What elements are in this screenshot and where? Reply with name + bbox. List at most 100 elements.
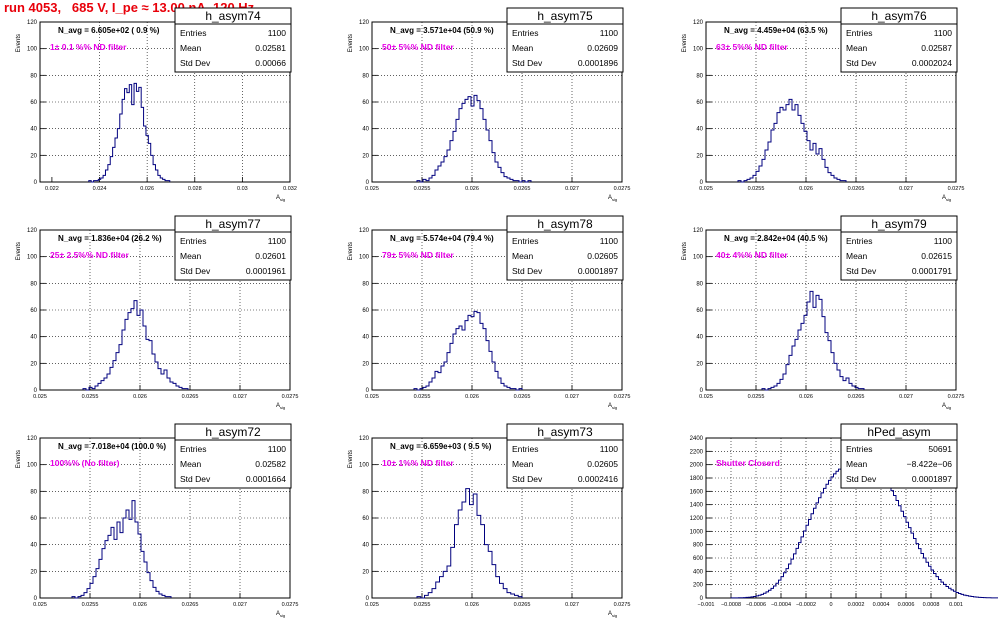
y-tick-label: 20: [696, 361, 703, 367]
x-tick-label: 0.0275: [614, 394, 631, 400]
x-tick-label: 0.026: [133, 394, 147, 400]
x-tick-label: 0.0275: [948, 186, 965, 192]
x-tick-label: 0.032: [283, 186, 297, 192]
y-tick-label: 120: [359, 228, 370, 234]
y-tick-label: 40: [30, 335, 37, 341]
stat-value-stddev: 0.0001791: [912, 266, 952, 276]
stat-label-mean: Mean: [512, 459, 534, 469]
stat-label-stddev: Std Dev: [512, 266, 543, 276]
navg-annotation: N_avg = 3.571e+04 (50.9 %): [390, 26, 494, 35]
y-tick-label: 1600: [690, 489, 704, 495]
y-tick-label: 80: [362, 73, 369, 79]
x-axis-title: Asig: [276, 403, 285, 410]
navg-annotation: N_avg = 4.459e+04 (63.5 %): [724, 26, 828, 35]
stat-value-entries: 1100: [268, 444, 287, 454]
x-tick-label: −0.001: [698, 602, 715, 608]
stat-value-entries: 1100: [268, 236, 287, 246]
stat-label-mean: Mean: [180, 459, 202, 469]
y-tick-label: 100: [27, 255, 38, 261]
x-axis-title-main: A: [942, 403, 946, 409]
x-tick-label: 0.0265: [514, 394, 531, 400]
y-tick-label: 2200: [690, 449, 704, 455]
x-axis-title-subscript: sig: [946, 405, 951, 410]
y-tick-label: 80: [30, 489, 37, 495]
x-axis-title-subscript: sig: [612, 405, 617, 410]
x-tick-label: 0.0255: [414, 186, 431, 192]
y-tick-label: 20: [362, 361, 369, 367]
x-axis-title: Asig: [276, 195, 285, 202]
y-tick-label: 20: [30, 361, 37, 367]
y-tick-label: 1400: [690, 503, 704, 509]
stat-value-mean: 0.02587: [921, 43, 952, 53]
histogram-line: [88, 82, 171, 183]
filter-annotation: 40± 4%% ND filter: [716, 250, 788, 260]
x-tick-label: 0.03: [237, 186, 248, 192]
x-tick-label: 0.0002: [848, 602, 865, 608]
stat-label-stddev: Std Dev: [512, 474, 543, 484]
x-axis-title: Asig: [942, 403, 951, 410]
histogram-name: h_asym76: [871, 9, 927, 23]
histogram-name: h_asym75: [537, 9, 593, 23]
x-axis-title: Asig: [276, 611, 285, 618]
histogram-panel-hPed_asym: 0 200 400 600 800 1000 1200 1400 1600 1800 2000 220…: [690, 423, 998, 608]
stat-label-stddev: Std Dev: [846, 266, 877, 276]
histogram-line: [413, 310, 523, 391]
stat-label-entries: Entries: [180, 28, 206, 38]
x-tick-label: 0.0265: [182, 394, 199, 400]
stat-value-mean: 0.02605: [587, 251, 618, 261]
y-tick-label: 40: [696, 335, 703, 341]
navg-annotation: N_avg = 5.574e+04 (79.4 %): [390, 234, 494, 243]
x-tick-label: 0.027: [565, 186, 579, 192]
x-tick-label: 0.0265: [848, 394, 865, 400]
x-tick-label: 0.0255: [748, 394, 765, 400]
y-tick-label: 0: [34, 180, 38, 186]
stat-value-mean: 0.02615: [921, 251, 952, 261]
x-axis-title-main: A: [276, 195, 280, 201]
stats-box: [174, 215, 292, 281]
stat-value-stddev: 0.0001897: [912, 474, 952, 484]
stats-box: [174, 423, 292, 489]
x-tick-label: 0.025: [365, 602, 379, 608]
x-axis-title-subscript: sig: [280, 405, 285, 410]
y-axis-title: Events: [682, 242, 688, 260]
stat-label-mean: Mean: [512, 43, 534, 53]
x-axis-title: Asig: [608, 403, 617, 410]
y-tick-label: 120: [27, 228, 38, 234]
y-tick-label: 200: [693, 583, 704, 589]
x-tick-label: 0.0265: [514, 602, 531, 608]
x-axis-title-main: A: [608, 611, 612, 617]
x-tick-label: 0.0275: [614, 602, 631, 608]
y-axis-title: Events: [348, 450, 354, 468]
y-tick-label: 0: [366, 180, 370, 186]
histogram-panel-h_asym73: 0 20 40 60 80 100 120 0.025 0.0255 0.026 0.0265 0.0…: [348, 423, 631, 618]
stat-label-stddev: Std Dev: [180, 474, 211, 484]
y-tick-label: 120: [27, 436, 38, 442]
stats-box: [840, 215, 958, 281]
y-tick-label: 0: [366, 596, 370, 602]
histogram-name: hPed_asym: [867, 425, 930, 439]
x-tick-label: 0.025: [33, 602, 47, 608]
y-tick-label: 0: [366, 388, 370, 394]
stats-box: [506, 7, 624, 73]
stat-value-mean: 0.02609: [587, 43, 618, 53]
x-tick-label: 0.001: [949, 602, 963, 608]
histogram-name: h_asym74: [205, 9, 261, 23]
y-tick-label: 800: [693, 543, 704, 549]
y-tick-label: 60: [696, 100, 703, 106]
x-tick-label: −0.0002: [796, 602, 816, 608]
y-tick-label: 0: [700, 388, 704, 394]
x-tick-label: 0.0255: [748, 186, 765, 192]
y-axis-title: Events: [16, 242, 22, 260]
y-tick-label: 100: [693, 255, 704, 261]
y-tick-label: 1200: [690, 516, 704, 522]
filter-annotation: 1± 0.1 %% ND filter: [50, 42, 127, 52]
y-tick-label: 1800: [690, 476, 704, 482]
y-tick-label: 1000: [690, 529, 704, 535]
x-tick-label: 0.025: [365, 394, 379, 400]
x-tick-label: 0.0275: [614, 186, 631, 192]
x-tick-label: 0.025: [33, 394, 47, 400]
navg-annotation: N_avg = 7.018e+04 (100.0 %): [58, 442, 166, 451]
histogram-panel-h_asym74: 0 20 40 60 80 100 120 0.022 0.024 0.026 0.028 0.03 0…: [16, 7, 297, 202]
histogram-line: [416, 488, 523, 599]
